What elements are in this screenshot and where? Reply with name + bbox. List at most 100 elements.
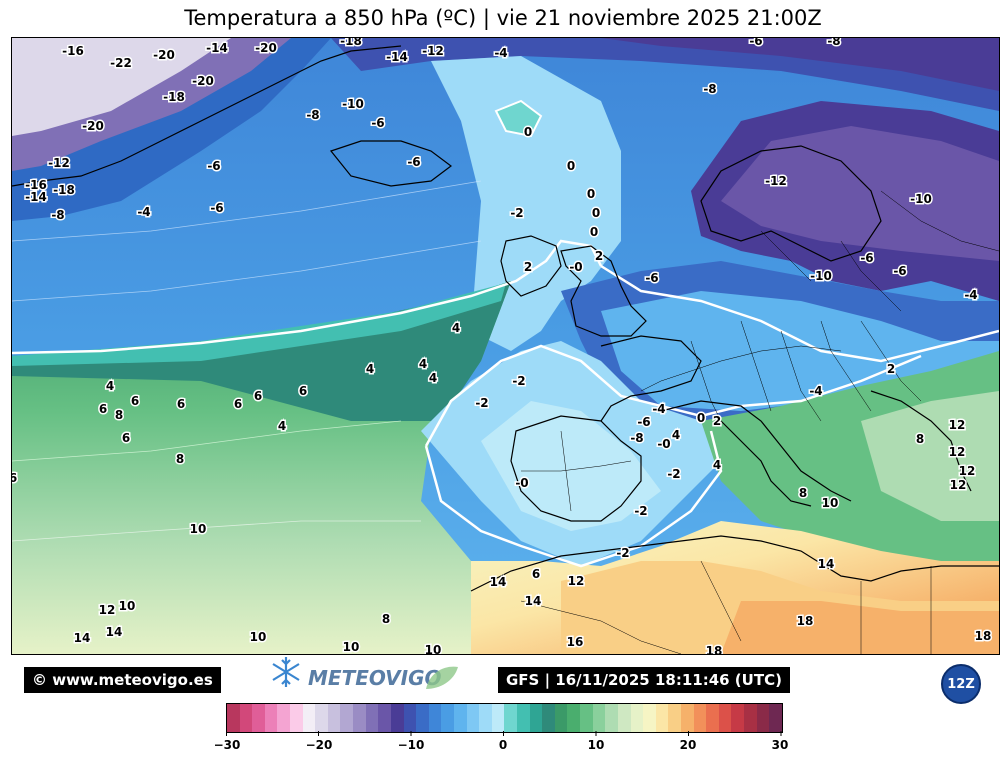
- colorbar-swatch: [327, 704, 341, 732]
- colorbar-swatch: [277, 704, 291, 732]
- contour-label: -6: [860, 251, 873, 265]
- colorbar-swatch: [491, 704, 505, 732]
- colorbar-swatch: [517, 704, 530, 732]
- contour-label: -16: [25, 178, 47, 192]
- contour-label: -0: [515, 476, 528, 490]
- contour-label: -2: [616, 546, 629, 560]
- contour-label: 10: [425, 643, 442, 654]
- colorbar-swatch: [428, 704, 442, 732]
- contour-label: 14: [818, 557, 835, 571]
- contour-label: 8: [382, 612, 390, 626]
- contour-label: 0: [697, 411, 705, 425]
- contour-label: -16: [62, 44, 84, 58]
- website-badge: © www.meteovigo.es: [24, 667, 221, 693]
- colorbar-swatch: [239, 704, 253, 732]
- colorbar-swatch: [390, 704, 404, 732]
- contour-label: 0: [590, 225, 598, 239]
- colorbar-swatch: [554, 704, 568, 732]
- colorbar-swatch: [580, 704, 593, 732]
- colorbar-swatch: [479, 704, 492, 732]
- contour-label: -2: [510, 206, 523, 220]
- contour-label: -20: [82, 119, 104, 133]
- contour-label: -0: [657, 437, 670, 451]
- colorbar-swatch: [353, 704, 366, 732]
- contour-label: 6: [122, 431, 130, 445]
- contour-label: -20: [153, 48, 175, 62]
- contour-label: 8: [799, 486, 807, 500]
- contour-label: 6: [532, 567, 540, 581]
- contour-label: 0: [592, 206, 600, 220]
- contour-label: 6: [131, 394, 139, 408]
- colorbar-swatch: [315, 704, 328, 732]
- colorbar-swatch: [693, 704, 707, 732]
- colorbar-swatch: [466, 704, 480, 732]
- contour-label: -8: [703, 82, 716, 96]
- contour-label: -12: [48, 156, 70, 170]
- contour-label: 12: [950, 478, 967, 492]
- colorbar-swatch: [630, 704, 644, 732]
- contour-label: -14: [25, 190, 47, 204]
- run-info-badge: GFS | 16/11/2025 18:11:46 (UTC): [498, 667, 790, 693]
- colorbar-swatch: [756, 704, 770, 732]
- colorbar-ticks: [226, 731, 782, 736]
- contour-label: 12: [959, 464, 976, 478]
- meteovigo-logo: METEOVIGO: [270, 655, 470, 695]
- contour-label: 4: [713, 458, 721, 472]
- contour-label: 18: [706, 644, 723, 654]
- contour-label: -2: [667, 467, 680, 481]
- contour-label: -4: [964, 288, 977, 302]
- contour-label: -8: [51, 208, 64, 222]
- contour-label: 14: [74, 631, 91, 645]
- contour-label: 16: [567, 635, 584, 649]
- contour-label: 6: [177, 397, 185, 411]
- contour-label: 2: [887, 362, 895, 376]
- contour-label: -6: [210, 201, 223, 215]
- colorbar-swatch: [340, 704, 354, 732]
- contour-label: 14: [106, 625, 123, 639]
- contour-label: 6: [12, 471, 17, 485]
- contour-label: 8: [916, 432, 924, 446]
- colorbar-swatch: [643, 704, 656, 732]
- colorbar-swatch: [743, 704, 757, 732]
- contour-label: -10: [810, 269, 832, 283]
- contour-label: -20: [192, 74, 214, 88]
- contour-label: 2: [595, 249, 603, 263]
- colorbar-swatch: [252, 704, 265, 732]
- colorbar-swatch: [264, 704, 278, 732]
- contour-label: 6: [254, 389, 262, 403]
- colorbar-tick-label: −30: [213, 738, 241, 752]
- contour-label: 18: [797, 614, 814, 628]
- contour-label: 2: [524, 260, 532, 274]
- colorbar-swatch: [302, 704, 316, 732]
- contour-label: -6: [637, 415, 650, 429]
- contour-label: -12: [422, 44, 444, 58]
- colorbar-tick-label: 20: [679, 738, 697, 752]
- colorbar-tick-label: 0: [498, 738, 508, 752]
- colorbar-swatch: [605, 704, 618, 732]
- contour-label: -6: [371, 116, 384, 130]
- contour-label: -6: [645, 271, 658, 285]
- colorbar-swatch: [668, 704, 681, 732]
- contour-label: -6: [893, 264, 906, 278]
- contour-label: 4: [419, 357, 427, 371]
- contour-label: 4: [672, 428, 680, 442]
- contour-label: -8: [306, 108, 319, 122]
- contour-label: -8: [827, 38, 840, 48]
- colorbar-swatch: [769, 704, 782, 732]
- contour-label: 12: [949, 445, 966, 459]
- colorbar-swatch: [227, 704, 240, 732]
- colorbar-tick-label: 30: [771, 738, 789, 752]
- contour-label: -14: [386, 50, 408, 64]
- contour-label: -6: [407, 155, 420, 169]
- contour-label: -10: [342, 97, 364, 111]
- colorbar-swatch: [441, 704, 454, 732]
- contour-label: 4: [429, 371, 437, 385]
- colorbar-swatch: [504, 704, 518, 732]
- contour-label: -6: [207, 159, 220, 173]
- colorbar-swatch: [731, 704, 744, 732]
- contour-label: 4: [452, 321, 460, 335]
- contour-label: 6: [99, 402, 107, 416]
- contour-label: 0: [567, 159, 575, 173]
- contour-label: -2: [475, 396, 488, 410]
- contour-label: -4: [494, 46, 507, 60]
